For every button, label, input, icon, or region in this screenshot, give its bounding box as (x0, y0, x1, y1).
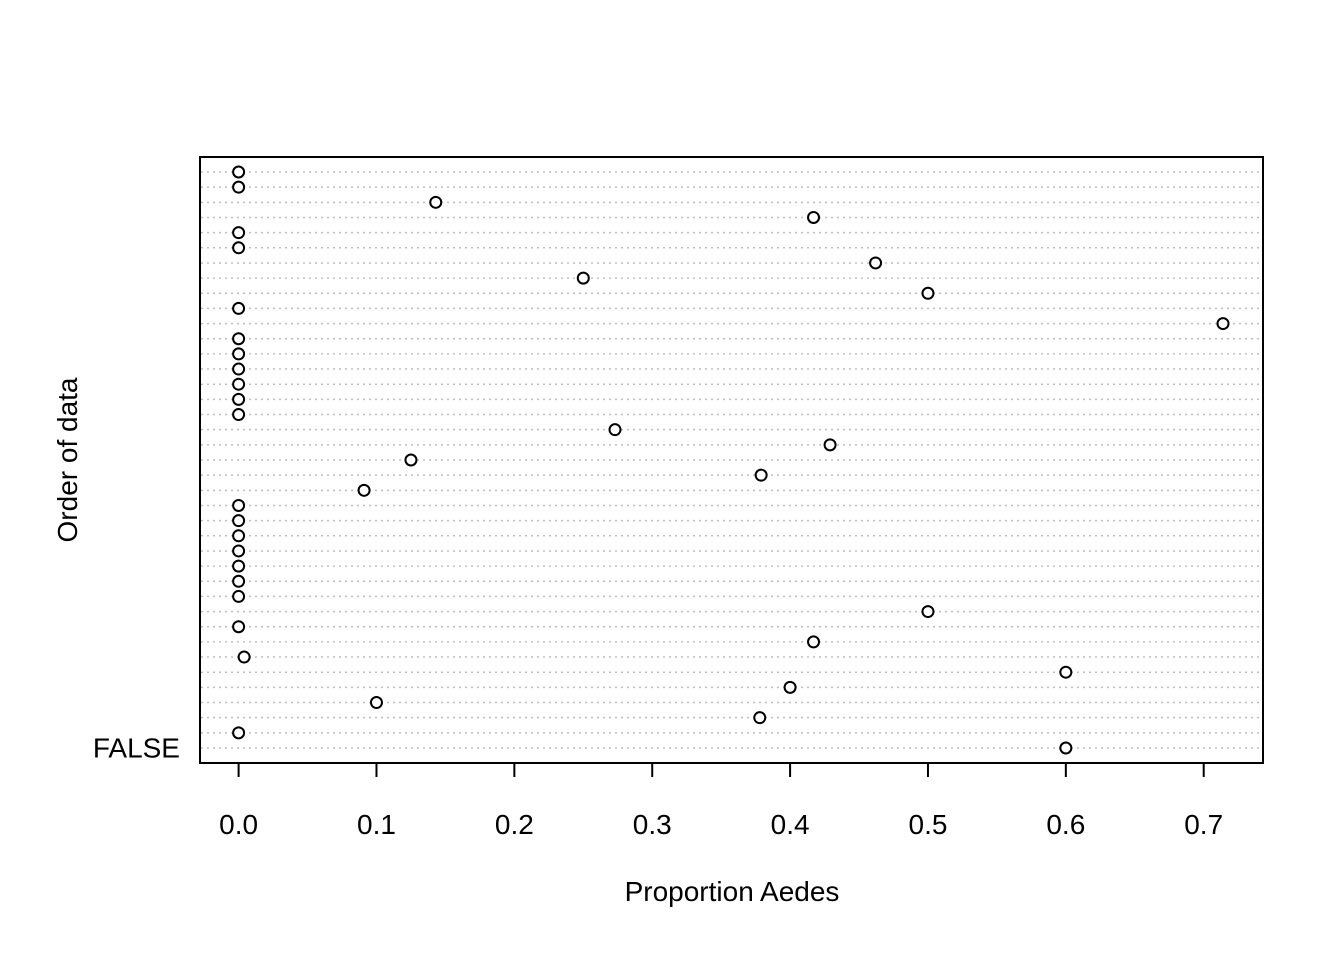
data-point (608, 423, 622, 437)
data-point (921, 286, 935, 300)
data-point (921, 605, 935, 619)
data-point (232, 377, 246, 391)
data-point (1059, 741, 1073, 755)
data-point (429, 195, 443, 209)
data-point (232, 544, 246, 558)
data-point (783, 680, 797, 694)
data-point (1216, 317, 1230, 331)
y-axis-title: Order of data (52, 377, 83, 542)
data-point (807, 635, 821, 649)
data-point (232, 347, 246, 361)
data-point (404, 453, 418, 467)
x-tick-label: 0.5 (909, 809, 948, 840)
data-point (232, 392, 246, 406)
x-tick-label: 0.1 (357, 809, 396, 840)
data-point (232, 574, 246, 588)
plot-frame (199, 156, 1264, 764)
gridlines (201, 171, 1262, 749)
data-point (232, 589, 246, 603)
data-point (1059, 665, 1073, 679)
data-point (232, 180, 246, 194)
data-point (232, 241, 246, 255)
y-tick-label: FALSE (93, 733, 180, 764)
x-tick-label: 0.3 (633, 809, 672, 840)
data-point (232, 498, 246, 512)
data-point (232, 514, 246, 528)
data-point (232, 559, 246, 573)
data-point (807, 210, 821, 224)
data-point (232, 301, 246, 315)
data-point (823, 438, 837, 452)
data-point (869, 256, 883, 270)
data-point (232, 408, 246, 422)
data-point (232, 226, 246, 240)
data-point (232, 165, 246, 179)
data-point (232, 726, 246, 740)
x-tick-label: 0.2 (495, 809, 534, 840)
data-point (576, 271, 590, 285)
data-point (357, 483, 371, 497)
data-point (232, 362, 246, 376)
data-point (232, 529, 246, 543)
x-axis: 0.0 0.1 0.2 0.3 0.4 0.5 0.6 0.7 (219, 762, 1223, 840)
x-tick-label: 0.7 (1184, 809, 1223, 840)
data-point (232, 620, 246, 634)
data-point (754, 468, 768, 482)
data-point (753, 711, 767, 725)
x-axis-title: Proportion Aedes (625, 876, 840, 907)
x-tick-label: 0.0 (219, 809, 258, 840)
x-tick-label: 0.6 (1046, 809, 1085, 840)
data-point (237, 650, 251, 664)
data-point (369, 696, 383, 710)
data-point (232, 332, 246, 346)
data-points (232, 165, 1230, 755)
x-tick-label: 0.4 (771, 809, 810, 840)
